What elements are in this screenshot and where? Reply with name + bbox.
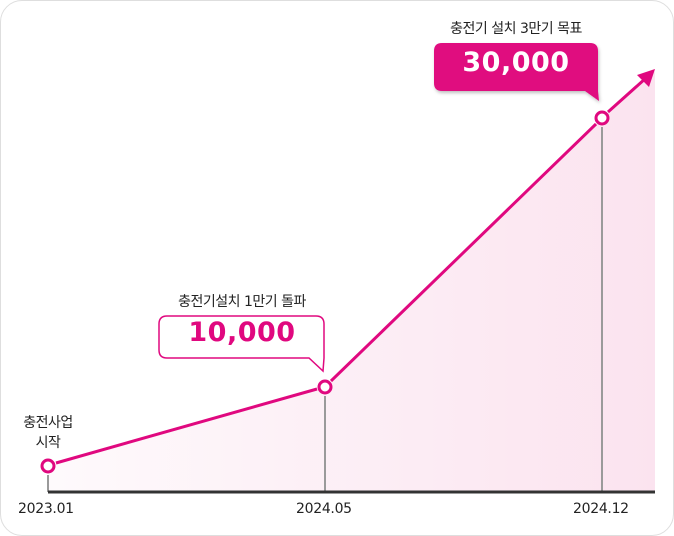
point-2023-01 bbox=[40, 458, 56, 474]
callout-title-30000: 충전기 설치 3만기 목표 bbox=[450, 21, 582, 37]
arrow-head-icon bbox=[637, 69, 655, 87]
x-tick-2023-01: 2023.01 bbox=[18, 501, 74, 517]
trend-line-1 bbox=[55, 387, 318, 465]
callout-bubble-30000 bbox=[434, 43, 599, 101]
point-2024-12 bbox=[594, 110, 610, 126]
start-label-line2: 시작 bbox=[35, 435, 61, 451]
callout-value-10000: 10,000 bbox=[188, 317, 296, 348]
callout-value-30000: 30,000 bbox=[462, 47, 570, 78]
trend-line-2 bbox=[329, 122, 598, 383]
trend-line-3 bbox=[606, 76, 648, 114]
point-2024-05 bbox=[317, 379, 333, 395]
area-fill bbox=[48, 71, 655, 492]
x-tick-2024-12: 2024.12 bbox=[573, 501, 629, 517]
x-tick-2024-05: 2024.05 bbox=[296, 501, 352, 517]
start-label: 충전사업 시작 bbox=[15, 413, 81, 453]
callout-bubble-10000 bbox=[158, 315, 325, 373]
start-label-line1: 충전사업 bbox=[23, 415, 73, 431]
callout-title-10000: 충전기설치 1만기 돌파 bbox=[178, 294, 306, 310]
